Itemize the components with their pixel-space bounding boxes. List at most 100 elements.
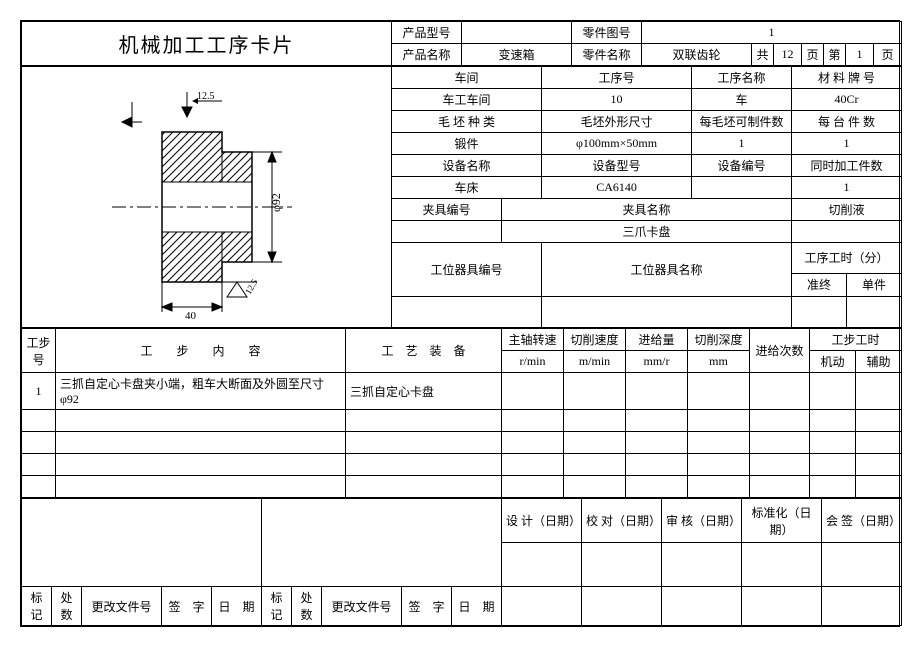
f-mark1: 标记	[22, 587, 52, 626]
step-feed	[626, 373, 688, 410]
h-stepno: 工步号	[22, 329, 56, 373]
step-depth	[688, 454, 750, 476]
fv2-3	[662, 587, 742, 626]
step-feed	[626, 476, 688, 498]
h-passes: 进给次数	[750, 329, 810, 373]
step-spindle	[502, 432, 564, 454]
footer-table: 设 计（日期） 校 对（日期） 审 核（日期） 标准化（日期） 会 签（日期） …	[21, 498, 902, 626]
h-perunit: 每 台 件 数	[792, 111, 902, 133]
f-sign: 会 签（日期）	[822, 499, 902, 543]
h-devno: 设备编号	[692, 155, 792, 177]
fv-sign	[822, 543, 902, 587]
step-content: 三抓自定心卡盘夹小端，粗车大断面及外圆至尺寸φ92	[56, 373, 346, 410]
v-prep	[792, 297, 847, 328]
lbl-page-unit2: 页	[874, 44, 902, 66]
h-perblank: 每毛坯可制件数	[692, 111, 792, 133]
step-aux	[856, 476, 902, 498]
v-procname: 车	[692, 89, 792, 111]
header-table: 机械加工工序卡片 产品型号 零件图号 1 产品名称 变速箱 零件名称 双联齿轮 …	[21, 21, 902, 66]
v-devname: 车床	[392, 177, 542, 199]
v-devmodel: CA6140	[542, 177, 692, 199]
val-total-pages: 12	[774, 44, 802, 66]
step-passes	[750, 432, 810, 454]
step-depth	[688, 410, 750, 432]
step-no	[22, 476, 56, 498]
v-holdername	[542, 296, 792, 328]
step-cutspeed	[564, 410, 626, 432]
v-single	[847, 297, 902, 328]
step-aux	[856, 432, 902, 454]
f-changefile2: 更改文件号	[322, 587, 402, 626]
f-signlab2: 签 字	[402, 587, 452, 626]
fv2-5	[822, 587, 902, 626]
step-no: 1	[22, 373, 56, 410]
h-devname: 设备名称	[392, 155, 542, 177]
step-aux	[856, 373, 902, 410]
step-cutspeed	[564, 432, 626, 454]
h-st-auto: 机动	[810, 351, 856, 373]
step-passes	[750, 454, 810, 476]
val-product-model	[462, 22, 572, 44]
step-auto	[810, 373, 856, 410]
dim-right: φ92	[269, 193, 283, 212]
process-card: 机械加工工序卡片 产品型号 零件图号 1 产品名称 变速箱 零件名称 双联齿轮 …	[20, 20, 900, 627]
v-devno	[692, 177, 792, 199]
val-product-name: 变速箱	[462, 44, 572, 66]
drawing-area: 12.5 φ92	[22, 67, 392, 328]
step-feed	[626, 432, 688, 454]
step-spindle	[502, 454, 564, 476]
fv2-2	[582, 587, 662, 626]
fv-design	[502, 543, 582, 587]
step-depth	[688, 432, 750, 454]
dim-bl: 12.5	[243, 277, 260, 296]
step-auto	[810, 410, 856, 432]
h-blanksize: 毛坯外形尺寸	[542, 111, 692, 133]
v-fixname: 三爪卡盘	[502, 221, 792, 243]
h-spindle-u: r/min	[502, 351, 564, 373]
val-page-no: 1	[846, 44, 874, 66]
steps-table: 工步号 工 步 内 容 工 艺 装 备 主轴转速 切削速度 进给量 切削深度 进…	[21, 328, 902, 498]
h-spindle: 主轴转速	[502, 329, 564, 351]
step-aux	[856, 410, 902, 432]
h-cutspeed: 切削速度	[564, 329, 626, 351]
lbl-part-name: 零件名称	[572, 44, 642, 66]
step-no	[22, 432, 56, 454]
step-passes	[750, 410, 810, 432]
h-steptime: 工步工时	[810, 329, 902, 351]
lbl-product-name: 产品名称	[392, 44, 462, 66]
h-procno: 工序号	[542, 67, 692, 89]
step-auto	[810, 476, 856, 498]
h-blank: 毛 坯 种 类	[392, 111, 542, 133]
fv-std	[742, 543, 822, 587]
h-single: 单件	[847, 274, 902, 296]
h-cutspeed-u: m/min	[564, 351, 626, 373]
dim-bottom: 40	[185, 310, 197, 322]
v-blanksize: φ100mm×50mm	[542, 133, 692, 155]
lbl-page-unit: 页	[802, 44, 824, 66]
h-workshop: 车间	[392, 67, 542, 89]
h-material: 材 料 牌 号	[792, 67, 902, 89]
step-cutspeed	[564, 454, 626, 476]
lbl-part-drawing-no: 零件图号	[572, 22, 642, 44]
h-content: 工 步 内 容	[56, 329, 346, 373]
v-workshop: 车工车间	[392, 89, 542, 111]
h-coolant: 切削液	[792, 199, 902, 221]
step-spindle	[502, 476, 564, 498]
step-feed	[626, 410, 688, 432]
h-devmodel: 设备型号	[542, 155, 692, 177]
h-holdername: 工位器具名称	[542, 243, 792, 297]
step-tooling	[346, 432, 502, 454]
f-date2: 日 期	[452, 587, 502, 626]
step-content	[56, 432, 346, 454]
v-concurrent: 1	[792, 177, 902, 199]
step-auto	[810, 432, 856, 454]
step-cutspeed	[564, 373, 626, 410]
lbl-total-pre: 共	[752, 44, 774, 66]
fv2-4	[742, 587, 822, 626]
dim-top: 12.5	[197, 91, 215, 102]
h-st-aux: 辅助	[856, 351, 902, 373]
v-material: 40Cr	[792, 89, 902, 111]
f-design: 设 计（日期）	[502, 499, 582, 543]
v-holderno	[392, 296, 542, 328]
h-proctime: 工序工时（分）	[792, 243, 902, 274]
